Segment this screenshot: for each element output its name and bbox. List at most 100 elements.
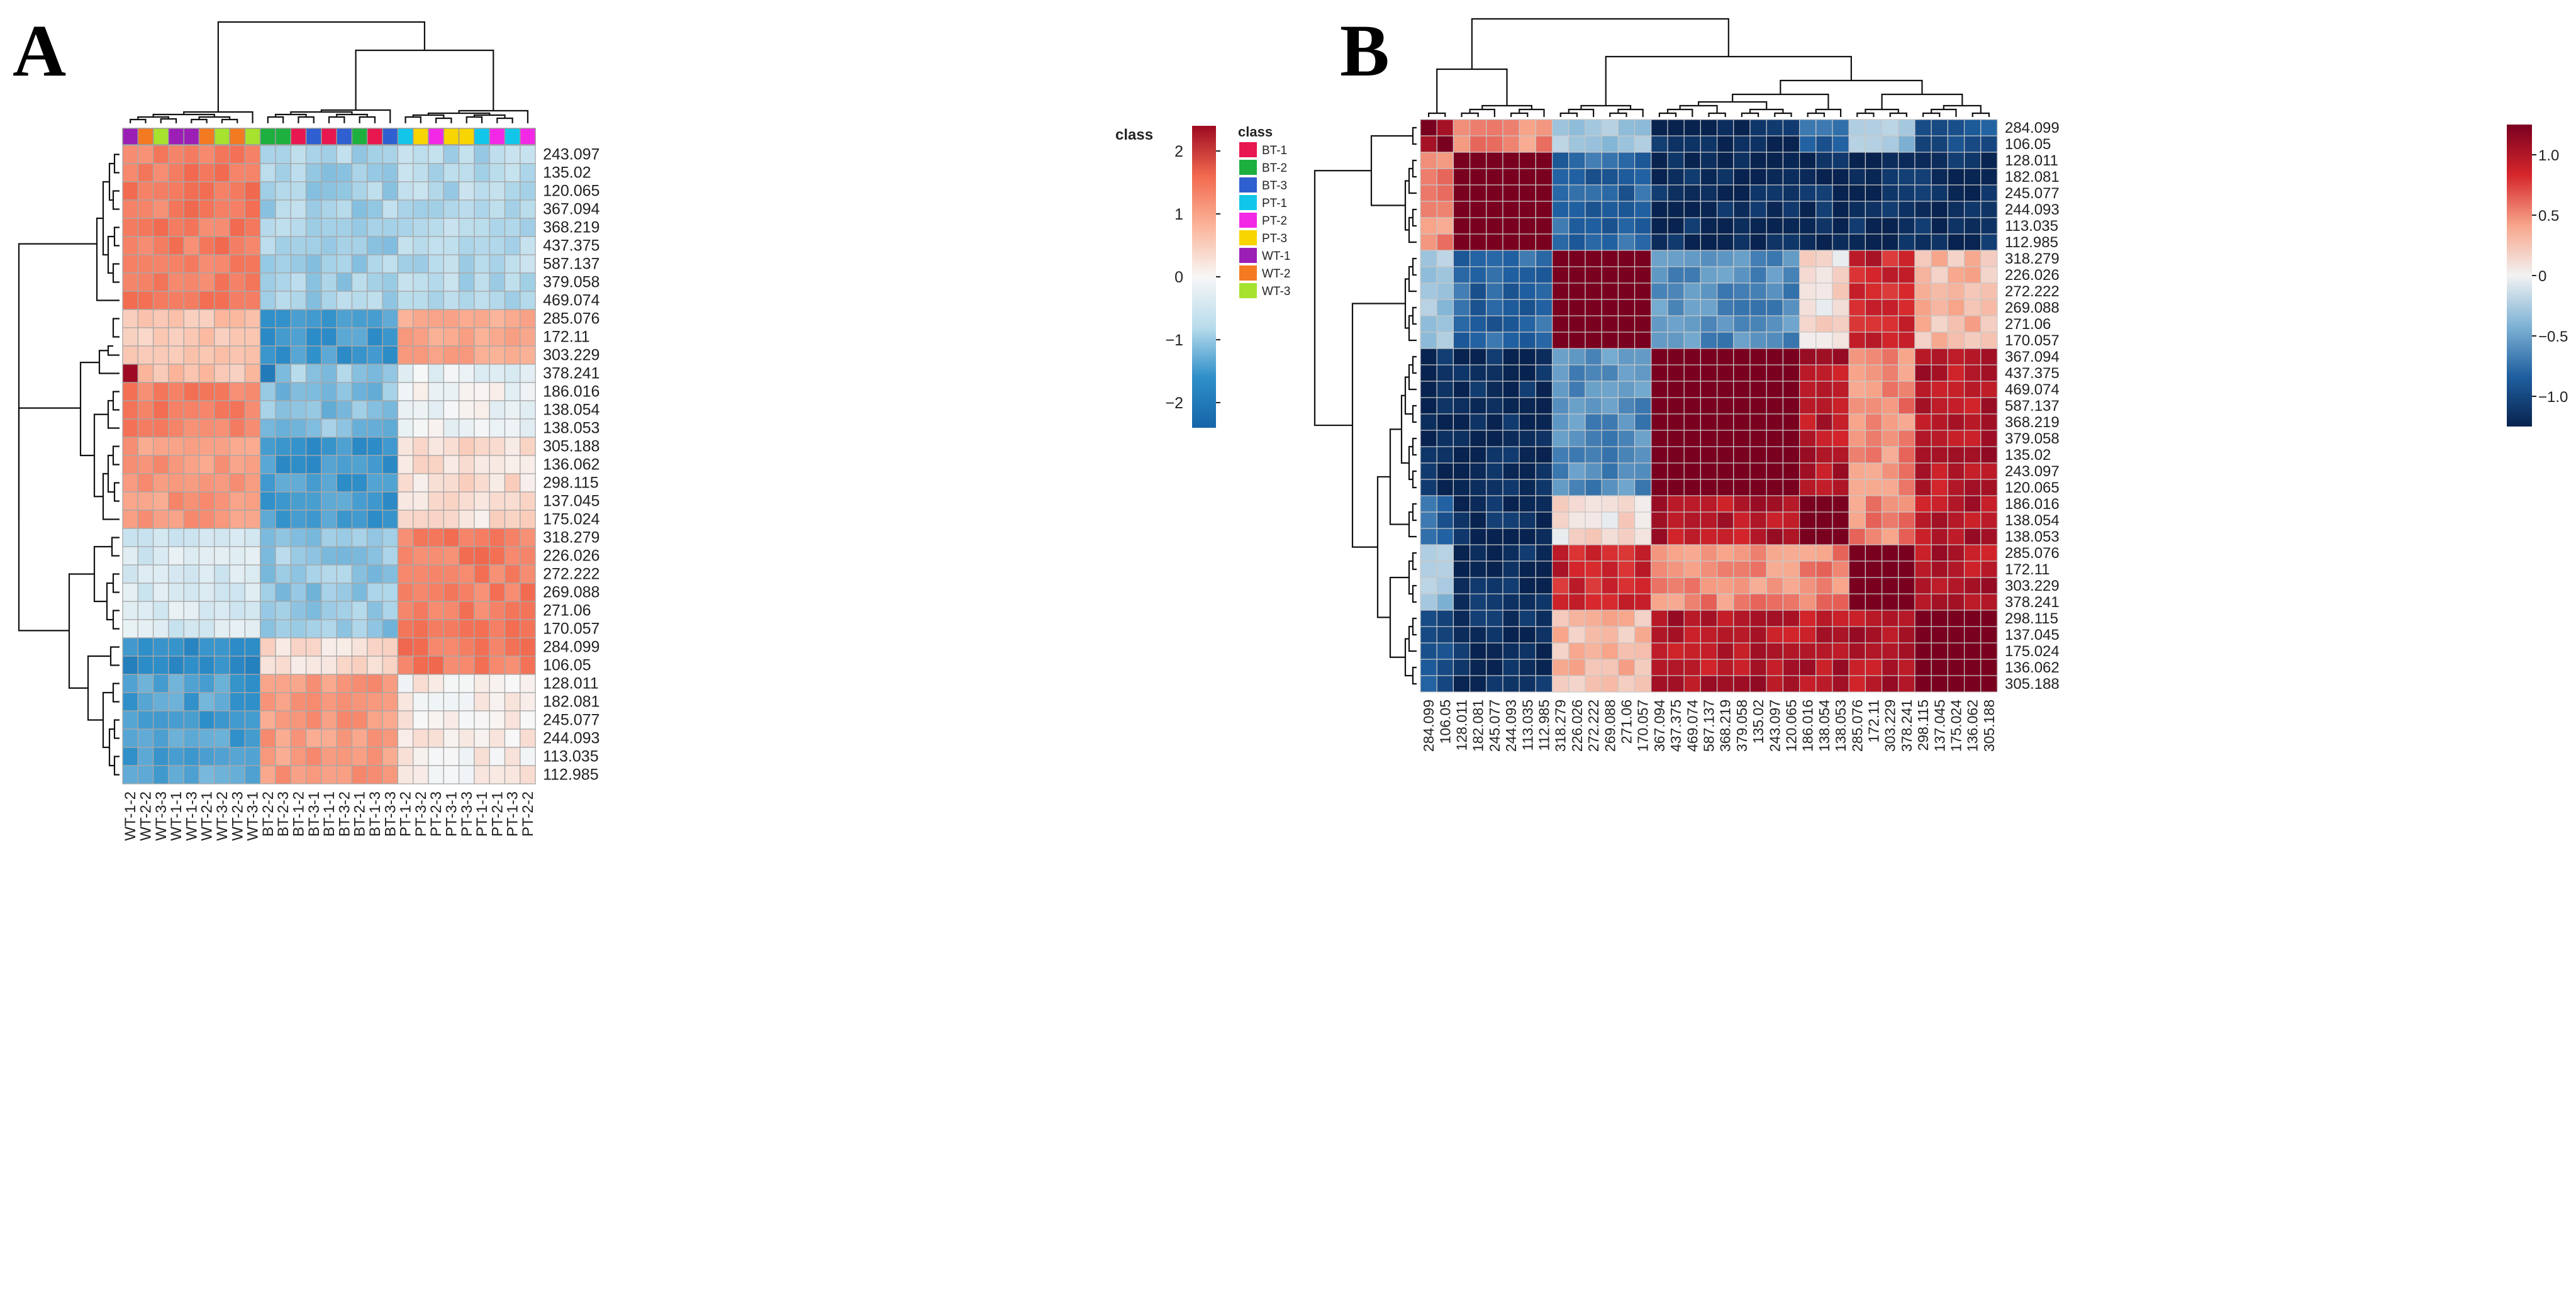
heatmap-cell (1914, 282, 1932, 300)
heatmap-cell (1782, 299, 1800, 316)
heatmap-cell (305, 747, 322, 766)
heatmap-cell (413, 674, 429, 693)
heatmap-cell (1700, 413, 1718, 431)
column-label: PT-3-3 (459, 791, 476, 837)
heatmap-cell (1601, 495, 1619, 513)
heatmap-cell (244, 473, 261, 493)
heatmap-cell (1601, 315, 1619, 333)
heatmap-cell (1799, 381, 1817, 398)
heatmap-cell (489, 765, 506, 784)
heatmap-cell (1469, 430, 1487, 447)
heatmap-cell (520, 692, 536, 711)
heatmap-cell (1634, 282, 1652, 300)
heatmap-cell (1634, 430, 1652, 447)
heatmap-cell (1947, 511, 1965, 529)
heatmap-cell (443, 309, 460, 328)
heatmap-cell (198, 327, 215, 347)
heatmap-cell (1651, 495, 1668, 513)
heatmap-cell (1667, 299, 1685, 316)
heatmap-cell (397, 728, 414, 748)
heatmap-cell (305, 674, 322, 693)
heatmap-cell (520, 181, 536, 201)
heatmap-cell (443, 181, 460, 201)
colorbar-tick-label: 1.0 (2538, 147, 2559, 164)
heatmap-cell (397, 254, 414, 274)
heatmap-cell (1486, 659, 1503, 676)
heatmap-cell (367, 181, 383, 201)
class-annotation-cell (321, 128, 337, 145)
row-label: 128.011 (2005, 152, 2058, 169)
heatmap-cell (1700, 642, 1718, 660)
heatmap-cell (1931, 561, 1948, 578)
heatmap-cell (122, 272, 138, 292)
heatmap-cell (382, 291, 399, 310)
heatmap-cell (1832, 528, 1849, 545)
heatmap-cell (229, 528, 246, 547)
heatmap-cell (260, 473, 276, 493)
heatmap-cell (1848, 233, 1866, 251)
heatmap-cell (1519, 446, 1536, 464)
column-dendrogram (1428, 18, 1990, 117)
heatmap-cell (1436, 626, 1454, 644)
heatmap-cell (489, 181, 506, 201)
heatmap-cell (1815, 315, 1833, 333)
heatmap-cell (1634, 511, 1652, 529)
class-annotation-cell (443, 128, 460, 145)
heatmap-cell (198, 747, 215, 766)
heatmap-cell (397, 345, 414, 365)
heatmap-cell (1585, 495, 1602, 513)
heatmap-cell (1931, 233, 1948, 251)
heatmap-cell (1502, 610, 1520, 627)
heatmap-cell (367, 291, 383, 310)
heatmap-cell (1486, 233, 1503, 251)
heatmap-cell (137, 546, 154, 566)
column-labels: WT-1-2WT-2-2WT-3-3WT-1-1WT-1-3WT-2-1WT-3… (122, 791, 537, 841)
heatmap-cell (183, 765, 200, 784)
heatmap-cell (1931, 168, 1948, 186)
heatmap-cell (1882, 446, 1899, 464)
heatmap-cell (214, 291, 230, 310)
heatmap-cell (1733, 332, 1751, 349)
heatmap-cell (367, 583, 383, 602)
heatmap-cell (1914, 544, 1932, 562)
heatmap-cell (458, 418, 475, 438)
row-label: 243.097 (2005, 463, 2060, 480)
row-label: 284.099 (2005, 120, 2060, 137)
heatmap-cell (183, 145, 200, 164)
heatmap-cell (137, 765, 154, 784)
heatmap-cell (1898, 413, 1915, 431)
heatmap-cell (244, 400, 261, 420)
heatmap-cell (1898, 544, 1915, 562)
heatmap-cell (1502, 413, 1520, 431)
heatmap-cell (1815, 675, 1833, 693)
heatmap-cell (214, 637, 230, 657)
heatmap-cell (1436, 348, 1454, 365)
heatmap-cell (1617, 462, 1636, 480)
heatmap-cell (1898, 430, 1915, 447)
heatmap-cell (1683, 168, 1701, 186)
heatmap-cell (428, 601, 444, 620)
heatmap-cell (351, 437, 368, 456)
heatmap-cell (1766, 168, 1783, 186)
column-label: BT-3-1 (306, 791, 323, 837)
heatmap-cell (1717, 659, 1734, 676)
heatmap-cell (1519, 430, 1536, 447)
heatmap-cell (290, 181, 307, 201)
heatmap-cell (1980, 544, 1998, 562)
column-label: BT-2-3 (275, 791, 292, 837)
heatmap-cell (260, 491, 276, 511)
heatmap-cell (1700, 430, 1718, 447)
heatmap-cell (321, 601, 337, 620)
heatmap-cell (214, 583, 230, 602)
heatmap-cell (1683, 201, 1701, 218)
heatmap-cell (1651, 577, 1668, 594)
heatmap-cell (1931, 642, 1948, 660)
heatmap-cell (1502, 397, 1520, 415)
heatmap-cell (244, 254, 261, 274)
heatmap-cell (1931, 332, 1948, 349)
heatmap-cell (1964, 593, 1982, 611)
heatmap-cell (443, 728, 460, 748)
heatmap-cell (1766, 462, 1783, 480)
heatmap-cell (1931, 511, 1948, 529)
heatmap-cell (351, 199, 368, 219)
